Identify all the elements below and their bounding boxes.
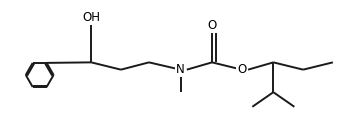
Text: O: O xyxy=(237,63,246,76)
Text: O: O xyxy=(207,19,217,32)
Text: OH: OH xyxy=(82,11,100,24)
Text: N: N xyxy=(176,63,185,76)
